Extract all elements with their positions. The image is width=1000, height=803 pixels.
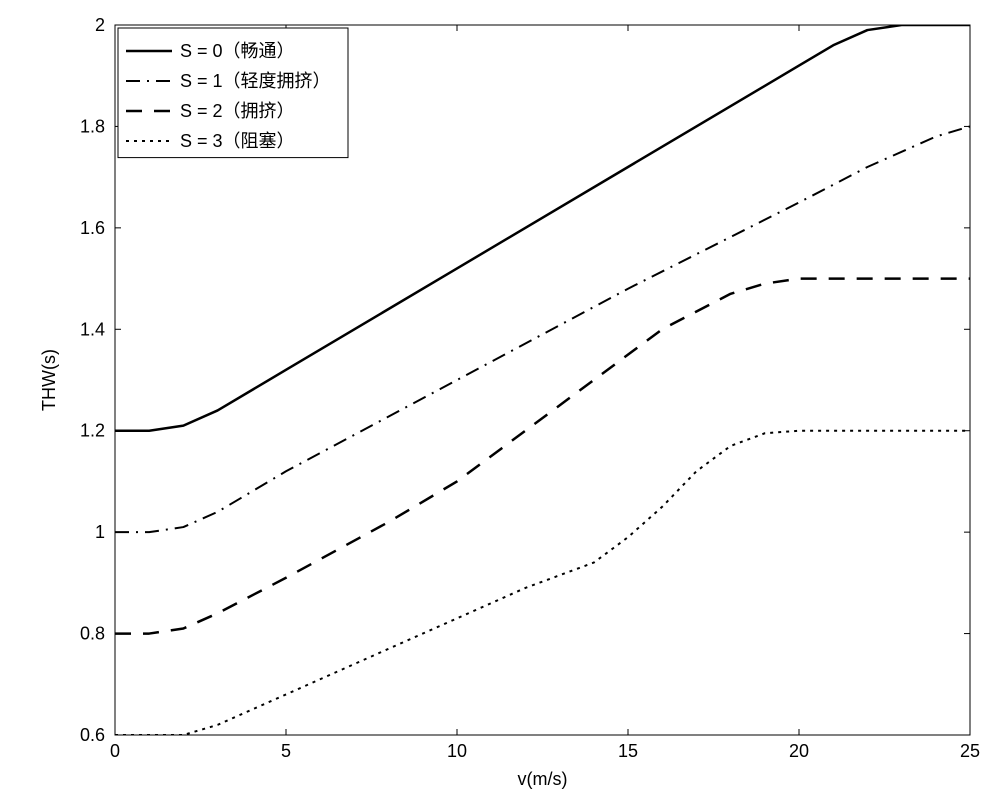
legend-label-s1: S = 1（轻度拥挤） [180,71,331,91]
legend-label-s2: S = 2（拥挤） [180,101,295,121]
y-tick-label: 1.4 [80,319,105,339]
y-tick-label: 0.8 [80,624,105,644]
x-tick-label: 20 [789,741,809,761]
y-tick-label: 1 [95,522,105,542]
x-tick-label: 5 [281,741,291,761]
y-tick-label: 1.2 [80,421,105,441]
line-chart: 0 5 10 15 20 25 v(m/s) 0.6 0.8 1 1.2 1.4 1.6 1.8 2 THW(… [0,0,1000,803]
legend-label-s3: S = 3（阻塞） [180,131,295,151]
x-tick-label: 15 [618,741,638,761]
y-tick-label: 0.6 [80,725,105,745]
legend-label-s0: S = 0（畅通） [180,41,295,61]
x-tick-label: 0 [110,741,120,761]
y-tick-label: 2 [95,15,105,35]
x-tick-label: 10 [447,741,467,761]
y-tick-label: 1.8 [80,116,105,136]
legend: S = 0（畅通） S = 1（轻度拥挤） S = 2（拥挤） S = 3（阻塞） [118,28,348,158]
chart-container: 0 5 10 15 20 25 v(m/s) 0.6 0.8 1 1.2 1.4 1.6 1.8 2 THW(… [0,0,1000,803]
x-axis-label: v(m/s) [518,769,568,789]
x-tick-label: 25 [960,741,980,761]
y-tick-label: 1.6 [80,218,105,238]
y-axis-label: THW(s) [39,349,59,411]
